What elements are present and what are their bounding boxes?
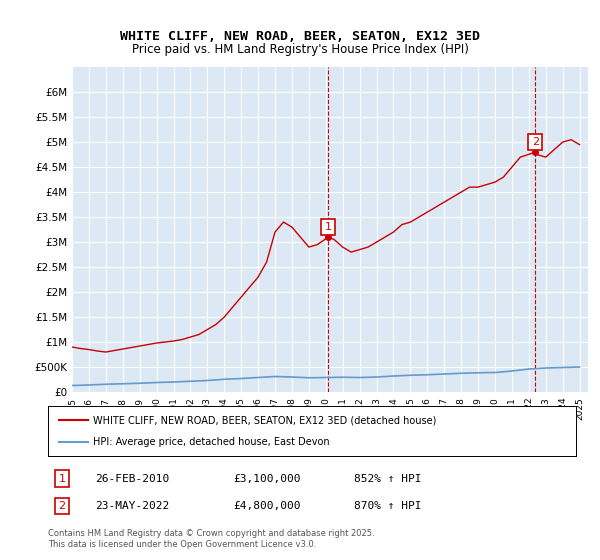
- Text: WHITE CLIFF, NEW ROAD, BEER, SEATON, EX12 3ED (detached house): WHITE CLIFF, NEW ROAD, BEER, SEATON, EX1…: [93, 415, 436, 425]
- Text: Contains HM Land Registry data © Crown copyright and database right 2025.
This d: Contains HM Land Registry data © Crown c…: [48, 529, 374, 549]
- Text: 852% ↑ HPI: 852% ↑ HPI: [354, 474, 422, 484]
- Text: 1: 1: [325, 222, 332, 232]
- Text: HPI: Average price, detached house, East Devon: HPI: Average price, detached house, East…: [93, 437, 329, 447]
- Text: WHITE CLIFF, NEW ROAD, BEER, SEATON, EX12 3ED: WHITE CLIFF, NEW ROAD, BEER, SEATON, EX1…: [120, 30, 480, 43]
- Text: £4,800,000: £4,800,000: [233, 501, 300, 511]
- Text: Price paid vs. HM Land Registry's House Price Index (HPI): Price paid vs. HM Land Registry's House …: [131, 43, 469, 56]
- Text: 2: 2: [532, 137, 539, 147]
- Text: 26-FEB-2010: 26-FEB-2010: [95, 474, 170, 484]
- Text: 2: 2: [59, 501, 65, 511]
- Text: 23-MAY-2022: 23-MAY-2022: [95, 501, 170, 511]
- Text: 1: 1: [59, 474, 65, 484]
- Text: £3,100,000: £3,100,000: [233, 474, 300, 484]
- Text: 870% ↑ HPI: 870% ↑ HPI: [354, 501, 422, 511]
